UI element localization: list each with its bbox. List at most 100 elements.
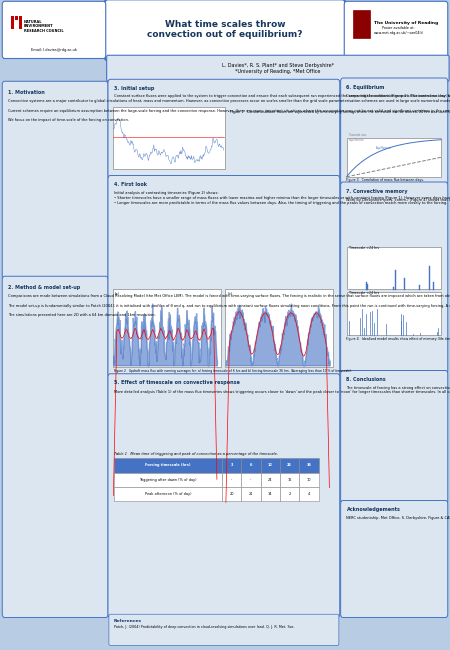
Text: (a): (a) <box>115 292 120 296</box>
Text: Figure 2   Updraft mass flux with running averages for: a) forcing timescale of : Figure 2 Updraft mass flux with running … <box>114 369 352 373</box>
FancyBboxPatch shape <box>225 289 333 367</box>
FancyBboxPatch shape <box>241 473 261 487</box>
Text: Work by Derbyshire (pers. comm.) (Figure 4) shows that if a convective system ha: Work by Derbyshire (pers. comm.) (Figure… <box>346 198 450 202</box>
Text: NATURAL
ENVIRONMENT
RESEARCH COUNCIL: NATURAL ENVIRONMENT RESEARCH COUNCIL <box>24 20 63 33</box>
Text: More detailed analysis (Table 1) of the mass flux timeseries shows triggering oc: More detailed analysis (Table 1) of the … <box>114 390 450 394</box>
Text: Comparing the convective response between one ‘day’ and the next shows high degr: Comparing the convective response betwee… <box>346 94 450 98</box>
FancyBboxPatch shape <box>353 10 370 38</box>
FancyBboxPatch shape <box>114 473 222 487</box>
FancyBboxPatch shape <box>241 458 261 473</box>
FancyBboxPatch shape <box>341 500 448 618</box>
FancyBboxPatch shape <box>19 20 22 25</box>
FancyBboxPatch shape <box>114 487 222 501</box>
FancyBboxPatch shape <box>341 78 448 185</box>
Text: 16: 16 <box>288 478 292 482</box>
Text: -: - <box>231 478 232 482</box>
Text: Figure 3   Correlation of mass flux between days.: Figure 3 Correlation of mass flux betwee… <box>346 178 424 182</box>
FancyBboxPatch shape <box>261 458 280 473</box>
Text: The timescale of forcing has a strong effect on convective systems in terms of b: The timescale of forcing has a strong ef… <box>346 386 450 390</box>
Text: 20: 20 <box>229 492 234 496</box>
Text: What time scales throw
convection out of equilibrium?: What time scales throw convection out of… <box>147 20 303 39</box>
FancyBboxPatch shape <box>280 473 299 487</box>
FancyBboxPatch shape <box>222 473 241 487</box>
FancyBboxPatch shape <box>280 458 299 473</box>
Text: 10: 10 <box>307 478 311 482</box>
Text: 24: 24 <box>287 463 292 467</box>
Text: 21: 21 <box>248 492 253 496</box>
Text: 7. Convective memory: 7. Convective memory <box>346 188 408 194</box>
Text: 2. Method & model set-up: 2. Method & model set-up <box>8 285 81 290</box>
FancyBboxPatch shape <box>341 370 448 504</box>
Text: Poster available at:
www.met.rdg.ac.uk/~swr04ld: Poster available at: www.met.rdg.ac.uk/~… <box>374 26 423 35</box>
Text: 8. Conclusions: 8. Conclusions <box>346 377 386 382</box>
Text: (b): (b) <box>227 292 232 296</box>
Text: 36: 36 <box>306 463 311 467</box>
FancyBboxPatch shape <box>11 16 14 20</box>
Text: 2: 2 <box>288 492 291 496</box>
FancyBboxPatch shape <box>19 25 22 29</box>
Text: Peak afternoon (% of day): Peak afternoon (% of day) <box>144 492 191 496</box>
Text: -: - <box>250 478 252 482</box>
FancyBboxPatch shape <box>346 138 441 177</box>
Text: NERC studentship, Met Office, S. Derbyshire, Figure & CASE award: NERC studentship, Met Office, S. Derbysh… <box>346 516 450 520</box>
FancyBboxPatch shape <box>104 0 346 60</box>
FancyBboxPatch shape <box>2 81 108 280</box>
Text: Figure 4   Idealised model results show effect of memory (life time) on convecti: Figure 4 Idealised model results show ef… <box>346 337 450 341</box>
FancyBboxPatch shape <box>222 458 241 473</box>
Text: Table 1   Mean time of triggering and peak of convection as a percentage of the : Table 1 Mean time of triggering and peak… <box>114 452 278 456</box>
FancyBboxPatch shape <box>344 1 448 58</box>
Text: Towards non-
equilibrium: Towards non- equilibrium <box>349 133 367 142</box>
Text: 12: 12 <box>268 463 273 467</box>
Text: The University of Reading: The University of Reading <box>374 21 437 25</box>
FancyBboxPatch shape <box>222 487 241 501</box>
Text: References: References <box>114 619 142 623</box>
Text: Forcing timescale (hrs): Forcing timescale (hrs) <box>145 463 191 467</box>
Text: Constant surface fluxes were applied to the system to trigger convection and ens: Constant surface fluxes were applied to … <box>114 94 450 98</box>
Text: L. Davies*, R. S. Plant* and Steve Derbyshire*
*University of Reading, *Met Offi: L. Davies*, R. S. Plant* and Steve Derby… <box>222 63 334 73</box>
FancyBboxPatch shape <box>261 473 280 487</box>
Text: Convective systems are a major contributor to global circulations of heat, mass : Convective systems are a major contribut… <box>8 99 450 122</box>
FancyBboxPatch shape <box>241 487 261 501</box>
Text: Equilibrium: Equilibrium <box>376 146 392 151</box>
Text: Comparisons are made between simulations from a Cloud Resolving Model (the Met O: Comparisons are made between simulations… <box>8 294 450 317</box>
Text: 24: 24 <box>268 478 273 482</box>
FancyBboxPatch shape <box>299 458 319 473</box>
FancyBboxPatch shape <box>109 614 339 645</box>
FancyBboxPatch shape <box>11 25 14 29</box>
Text: Email: l.davies@rdg.ac.uk: Email: l.davies@rdg.ac.uk <box>31 48 77 52</box>
FancyBboxPatch shape <box>280 487 299 501</box>
Text: Acknowledgements: Acknowledgements <box>346 507 400 512</box>
FancyBboxPatch shape <box>15 16 18 20</box>
FancyBboxPatch shape <box>112 289 220 367</box>
FancyBboxPatch shape <box>261 487 280 501</box>
Text: 3: 3 <box>230 463 233 467</box>
FancyBboxPatch shape <box>108 79 340 179</box>
Text: Patch, J. (2004) Predictability of deep convection in cloud-resolving simulation: Patch, J. (2004) Predictability of deep … <box>114 625 294 629</box>
FancyBboxPatch shape <box>108 374 340 618</box>
Text: Figure 1   Constant surface fluxes are superseded by time-varying forcings where: Figure 1 Constant surface fluxes are sup… <box>230 110 450 114</box>
Text: 1. Motivation: 1. Motivation <box>8 90 45 95</box>
Text: 3. Initial setup: 3. Initial setup <box>114 86 154 91</box>
FancyBboxPatch shape <box>2 1 106 58</box>
FancyBboxPatch shape <box>11 20 14 25</box>
FancyBboxPatch shape <box>346 292 441 335</box>
FancyBboxPatch shape <box>341 182 448 374</box>
Text: Timescale >24 hrs: Timescale >24 hrs <box>349 246 379 250</box>
FancyBboxPatch shape <box>108 176 340 377</box>
FancyBboxPatch shape <box>19 16 22 20</box>
Text: 6. Equilibrium: 6. Equilibrium <box>346 84 385 90</box>
Text: 14: 14 <box>268 492 273 496</box>
FancyBboxPatch shape <box>299 487 319 501</box>
Text: 6: 6 <box>250 463 252 467</box>
Text: Timescale <24 hrs: Timescale <24 hrs <box>349 291 379 296</box>
Text: Initial analysis of contrasting timeseries (Figure 2) shows:
• Shorter timescale: Initial analysis of contrasting timeseri… <box>114 191 450 205</box>
Text: 4: 4 <box>308 492 310 496</box>
FancyBboxPatch shape <box>107 55 449 81</box>
Text: Triggering after dawn (% of day): Triggering after dawn (% of day) <box>139 478 197 482</box>
FancyBboxPatch shape <box>299 473 319 487</box>
FancyBboxPatch shape <box>112 107 225 169</box>
Text: 4. First look: 4. First look <box>114 182 147 187</box>
FancyBboxPatch shape <box>2 276 108 618</box>
FancyBboxPatch shape <box>114 458 222 473</box>
FancyBboxPatch shape <box>346 247 441 289</box>
